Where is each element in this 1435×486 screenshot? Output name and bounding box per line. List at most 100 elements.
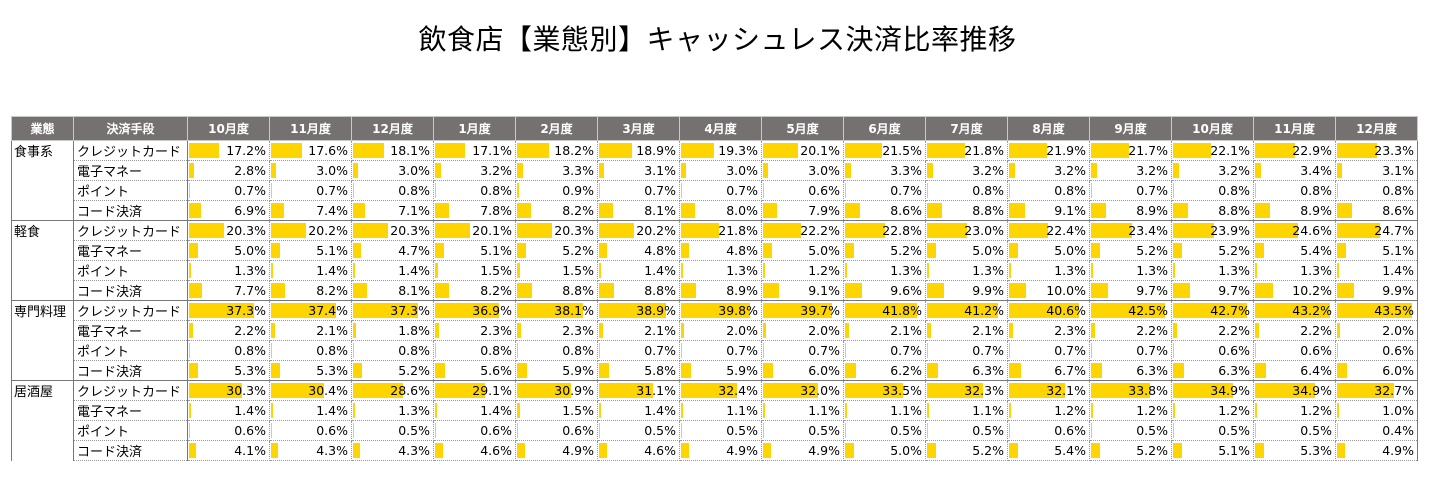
value-cell: 0.7%: [597, 180, 680, 201]
data-label: 4.8%: [726, 243, 758, 258]
data-bar: [927, 243, 936, 258]
payment-method-label: ポイント: [73, 340, 188, 361]
data-label: 1.1%: [890, 403, 922, 418]
data-bar: [1173, 403, 1176, 418]
data-bar: [1091, 343, 1093, 358]
value-cell: 34.9%: [1171, 380, 1254, 401]
data-bar: [271, 343, 273, 358]
data-bar: [435, 443, 443, 458]
data-label: 0.8%: [480, 343, 512, 358]
data-bar: [1337, 263, 1340, 278]
value-cell: 21.9%: [1007, 140, 1090, 161]
data-bar: [435, 423, 437, 438]
data-bar: [599, 443, 607, 458]
category-label: 居酒屋: [11, 380, 74, 461]
data-bar: [927, 283, 945, 298]
data-bar: [599, 223, 634, 238]
value-cell: 33.5%: [843, 380, 926, 401]
value-cell: 2.8%: [187, 160, 270, 181]
value-cell: 5.8%: [597, 360, 680, 381]
data-bar: [681, 423, 682, 438]
data-bar: [435, 143, 465, 158]
data-bar: [763, 223, 802, 238]
data-bar: [517, 343, 519, 358]
data-bar: [517, 283, 533, 298]
data-label: 1.4%: [1382, 263, 1414, 278]
table-row: 電子マネー 1.4% 1.4% 1.3% 1.4% 1.5% 1.4% 1.1% 1.1% 1.1…: [12, 400, 1418, 421]
data-label: 0.7%: [726, 343, 758, 358]
data-bar: [681, 163, 687, 178]
data-label: 20.3%: [390, 223, 430, 238]
data-label: 33.5%: [882, 383, 922, 398]
data-bar: [845, 443, 854, 458]
data-label: 28.6%: [390, 383, 430, 398]
value-cell: 5.0%: [925, 240, 1008, 261]
data-bar: [599, 383, 653, 398]
data-label: 1.1%: [726, 403, 758, 418]
value-cell: 22.8%: [843, 220, 926, 241]
value-cell: 28.6%: [351, 380, 434, 401]
data-bar: [1173, 263, 1176, 278]
data-label: 20.1%: [472, 223, 512, 238]
data-bar: [599, 283, 615, 298]
value-cell: 41.8%: [843, 300, 926, 321]
data-label: 3.3%: [562, 163, 594, 178]
data-bar: [845, 363, 856, 378]
data-bar: [271, 203, 284, 218]
value-cell: 4.1%: [187, 440, 270, 461]
data-label: 0.8%: [398, 343, 430, 358]
value-cell: 0.6%: [1171, 340, 1254, 361]
data-label: 2.8%: [234, 163, 266, 178]
data-bar: [845, 323, 849, 338]
data-bar: [1255, 243, 1265, 258]
value-cell: 0.7%: [187, 180, 270, 201]
data-label: 1.4%: [316, 403, 348, 418]
column-header: 業態: [11, 116, 74, 141]
data-label: 8.2%: [480, 283, 512, 298]
data-label: 9.7%: [1136, 283, 1168, 298]
column-header: 8月度: [1007, 116, 1090, 141]
data-label: 4.9%: [726, 443, 758, 458]
data-bar: [271, 243, 280, 258]
data-bar: [927, 383, 983, 398]
value-cell: 20.1%: [433, 220, 516, 241]
value-cell: 8.0%: [679, 200, 762, 221]
value-cell: 3.0%: [679, 160, 762, 181]
data-bar: [271, 443, 279, 458]
value-cell: 5.2%: [515, 240, 598, 261]
data-label: 6.4%: [1300, 363, 1332, 378]
data-label: 17.2%: [226, 143, 266, 158]
value-cell: 0.7%: [925, 340, 1008, 361]
data-bar: [927, 443, 936, 458]
data-bar: [189, 443, 197, 458]
value-cell: 0.7%: [1089, 340, 1172, 361]
value-cell: 0.8%: [1253, 180, 1336, 201]
value-cell: 22.9%: [1253, 140, 1336, 161]
data-label: 3.0%: [808, 163, 840, 178]
data-label: 1.1%: [808, 403, 840, 418]
value-cell: 9.9%: [925, 280, 1008, 301]
data-bar: [1091, 203, 1107, 218]
value-cell: 30.9%: [515, 380, 598, 401]
data-bar: [763, 343, 765, 358]
data-bar: [845, 223, 885, 238]
value-cell: 1.2%: [1089, 400, 1172, 421]
value-cell: 0.8%: [433, 340, 516, 361]
data-label: 0.5%: [972, 423, 1004, 438]
data-bar: [599, 243, 608, 258]
value-cell: 20.3%: [515, 220, 598, 241]
data-label: 2.0%: [726, 323, 758, 338]
data-bar: [189, 403, 192, 418]
value-cell: 2.0%: [1335, 320, 1418, 341]
value-cell: 20.3%: [351, 220, 434, 241]
data-label: 1.2%: [1218, 403, 1250, 418]
data-label: 0.9%: [562, 183, 594, 198]
data-bar: [763, 143, 798, 158]
value-cell: 8.9%: [679, 280, 762, 301]
data-label: 42.5%: [1128, 303, 1168, 318]
value-cell: 31.1%: [597, 380, 680, 401]
data-label: 0.8%: [1218, 183, 1250, 198]
data-bar: [1337, 423, 1338, 438]
value-cell: 4.7%: [351, 240, 434, 261]
data-label: 0.7%: [808, 343, 840, 358]
